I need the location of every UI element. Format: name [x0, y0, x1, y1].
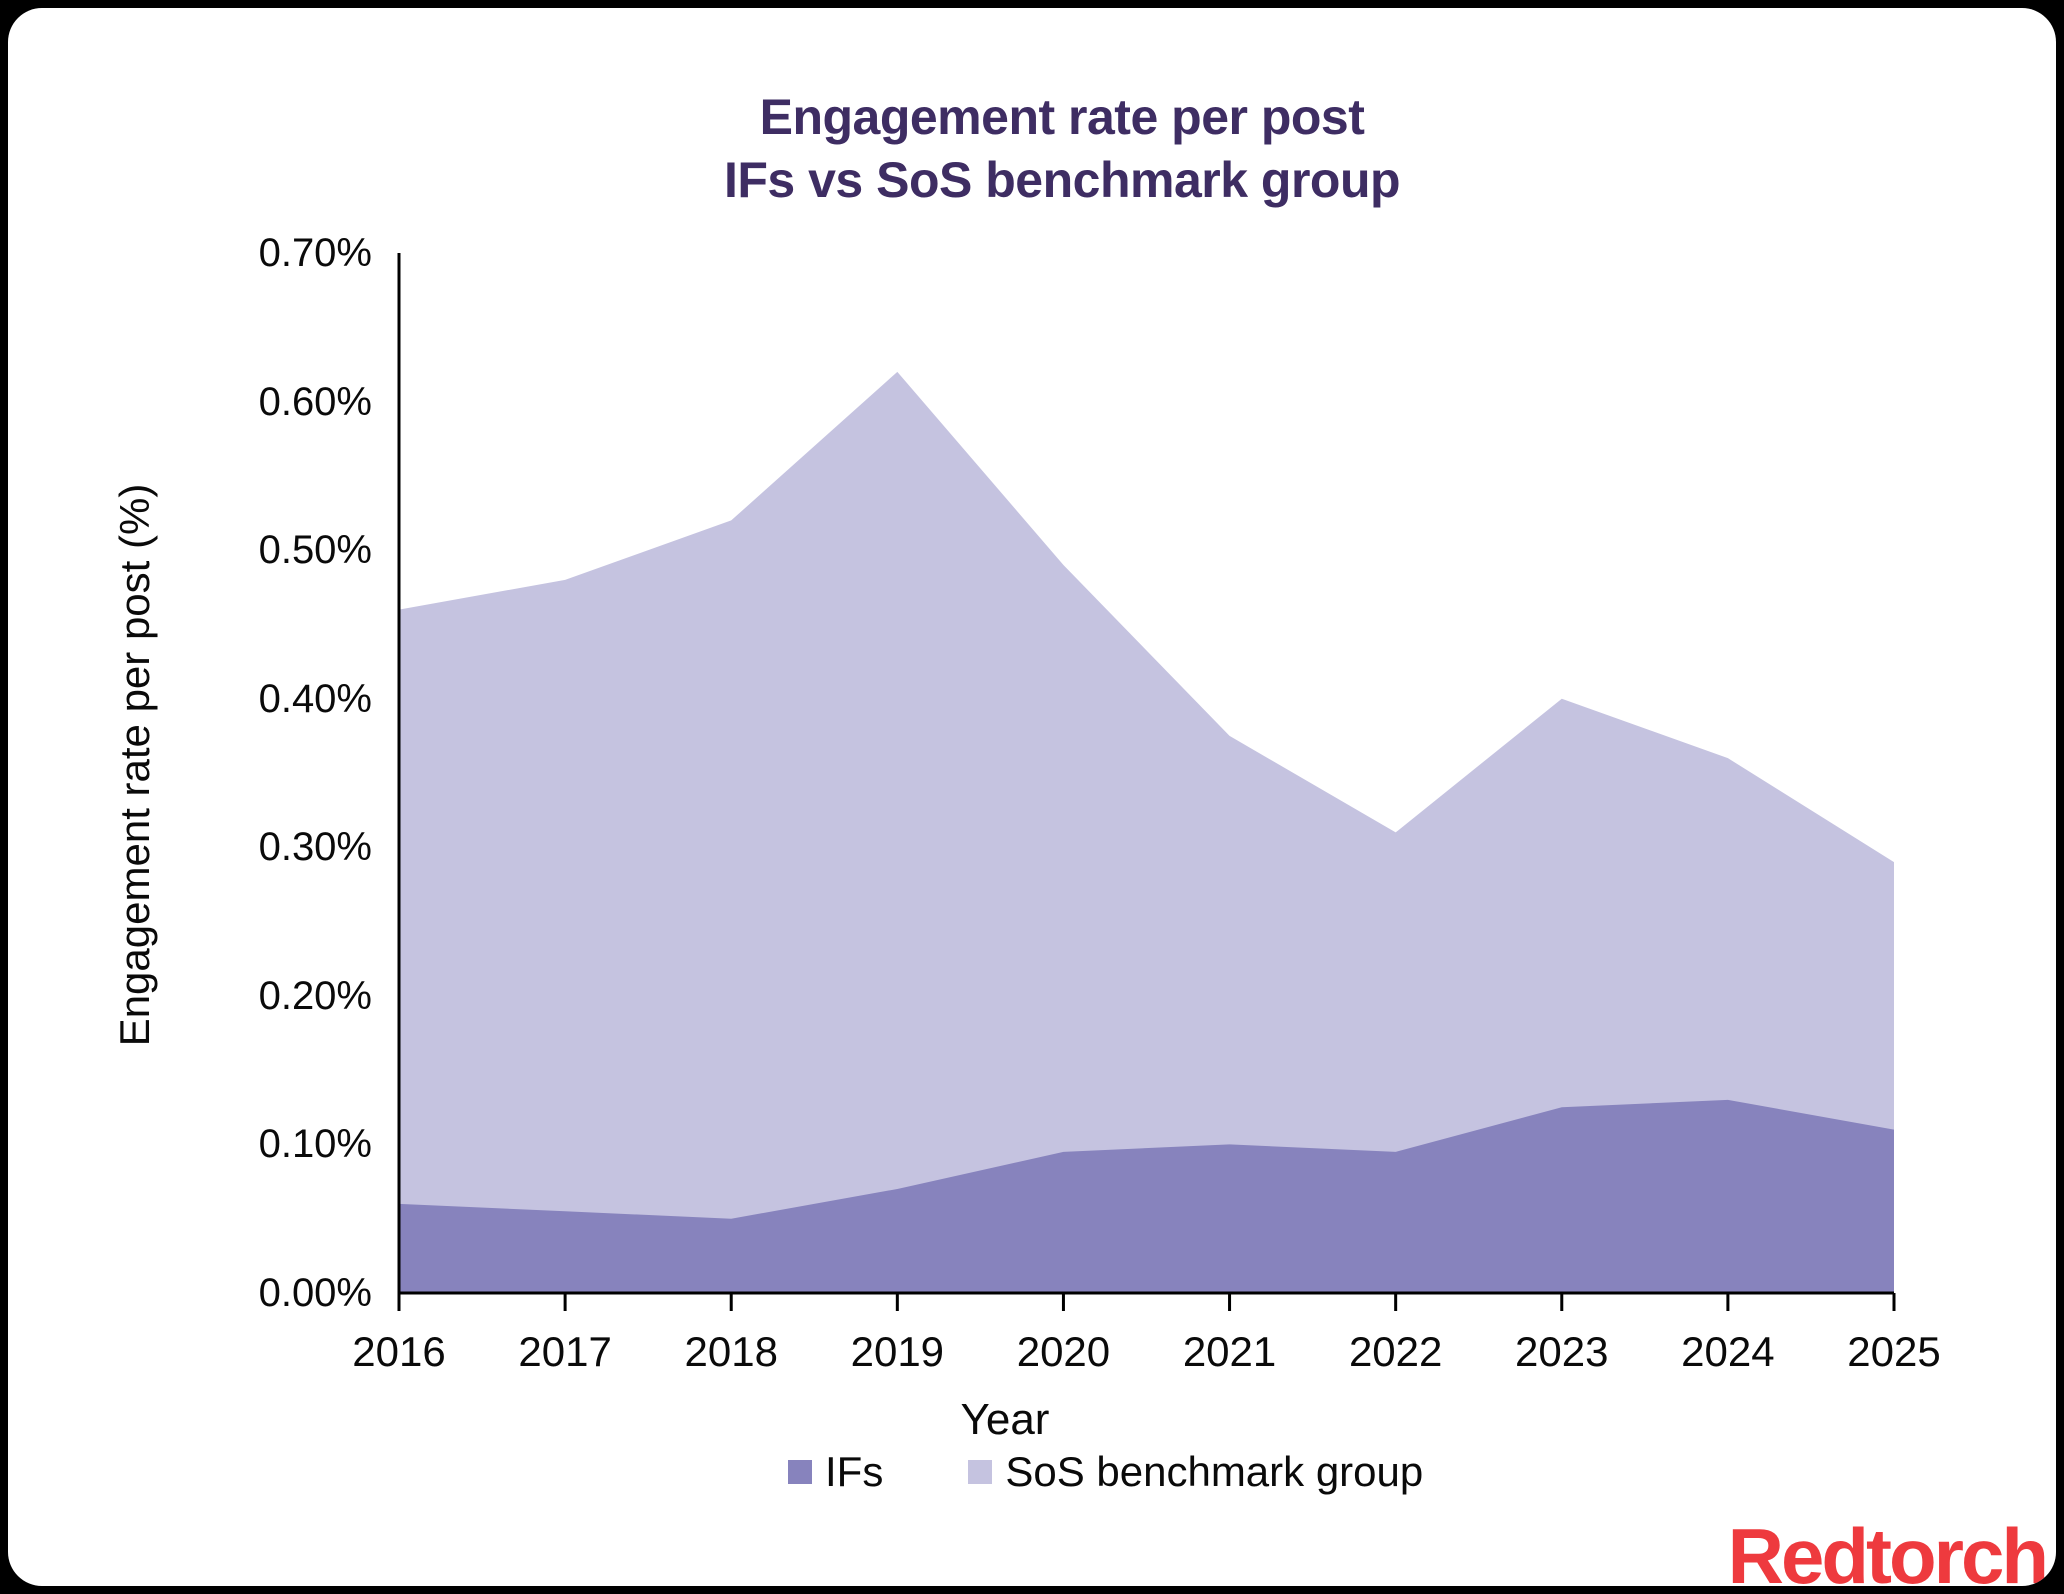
ifs-legend-label: IFs	[825, 1448, 884, 1495]
y-tick-label: 0.10%	[258, 1122, 372, 1167]
ifs-area-series	[399, 1099, 1894, 1293]
chart-legend: IFs SoS benchmark group	[788, 1448, 1423, 1496]
y-tick-label: 0.20%	[258, 973, 372, 1018]
x-tick-label: 2025	[1847, 1328, 1941, 1375]
sos-benchmark-area-series	[399, 371, 1894, 1293]
chart-title-line1: Engagement rate per post	[759, 89, 1365, 145]
x-axis-ticks	[397, 1293, 1896, 1311]
area-chart-plot	[397, 253, 1896, 1311]
y-tick-label: 0.70%	[258, 231, 372, 275]
x-tick-label: 2018	[684, 1328, 778, 1375]
x-tick-label: 2021	[1182, 1328, 1277, 1375]
x-tick-label: 2023	[1515, 1328, 1609, 1375]
chart-title: Engagement rate per post IFs vs SoS benc…	[38, 86, 2056, 212]
chart-title-line2: IFs vs SoS benchmark group	[723, 152, 1401, 208]
sos-legend-label: SoS benchmark group	[1005, 1448, 1424, 1495]
legend-item-ifs: IFs	[788, 1448, 883, 1496]
ifs-legend-swatch-icon	[788, 1460, 812, 1484]
sos-legend-swatch-icon	[968, 1460, 993, 1484]
x-tick-label: 2019	[850, 1328, 945, 1375]
x-tick-label: 2017	[518, 1328, 612, 1375]
y-tick-label: 0.50%	[258, 528, 372, 573]
y-tick-label: 0.40%	[258, 676, 372, 721]
chart-card: Engagement rate per post IFs vs SoS benc…	[8, 8, 2056, 1586]
y-tick-label: 0.00%	[258, 1271, 372, 1315]
redtorch-logo: Redtorch	[1727, 1512, 2049, 1586]
x-tick-label: 2024	[1681, 1328, 1775, 1375]
legend-item-sos: SoS benchmark group	[968, 1448, 1423, 1496]
x-axis-title: Year	[960, 1395, 1050, 1444]
x-tick-label: 2022	[1348, 1328, 1443, 1375]
x-tick-label: 2016	[352, 1328, 446, 1375]
y-tick-label: 0.30%	[258, 825, 372, 870]
x-tick-label: 2020	[1016, 1328, 1111, 1375]
y-tick-label: 0.60%	[258, 379, 372, 424]
